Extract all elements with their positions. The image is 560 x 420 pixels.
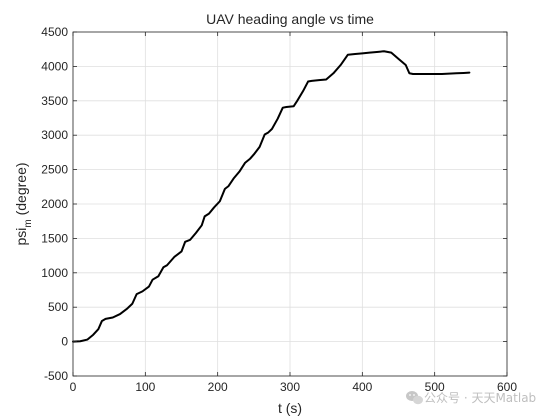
y-tick-label: 3000 [41, 128, 68, 142]
y-tick-labels: -500 0 500 1000 1500 2000 2500 3000 3500 4000 4500 [41, 25, 68, 383]
wechat-icon [406, 391, 423, 405]
y-tick-label: 2000 [41, 197, 68, 211]
tick-marks [72, 31, 508, 377]
watermark: 公众号 · 天天Matlab [406, 391, 536, 405]
y-tick-label: 1000 [41, 266, 68, 280]
x-tick-label: 300 [280, 380, 300, 394]
y-tick-label: 4500 [41, 25, 68, 39]
x-axis-label: t (s) [278, 400, 302, 416]
x-tick-label: 400 [352, 380, 372, 394]
x-tick-labels: 0 100 200 300 400 500 600 [70, 380, 518, 394]
x-tick-label: 100 [135, 380, 155, 394]
y-axis-label: psim (degree) [13, 162, 34, 245]
y-tick-label: 2500 [41, 163, 68, 177]
y-tick-label: 3500 [41, 94, 68, 108]
series-line [72, 50, 471, 343]
x-tick-label: 200 [208, 380, 228, 394]
y-tick-label: 1500 [41, 231, 68, 245]
x-tick-label: 600 [497, 380, 517, 394]
y-axis-label-rest: (degree) [13, 162, 29, 219]
chart-title: UAV heading angle vs time [206, 11, 374, 27]
y-tick-label: -500 [44, 369, 68, 383]
y-axis-label-main: psi [13, 228, 29, 246]
x-tick-label: 0 [70, 380, 77, 394]
watermark-text: 公众号 · 天天Matlab [424, 391, 536, 405]
series-group [72, 50, 471, 343]
y-tick-label: 4000 [41, 59, 68, 73]
y-tick-label: 500 [48, 300, 68, 314]
x-tick-label: 500 [425, 380, 445, 394]
y-tick-label: 0 [61, 335, 68, 349]
y-axis-label-subscript: m [23, 219, 34, 227]
